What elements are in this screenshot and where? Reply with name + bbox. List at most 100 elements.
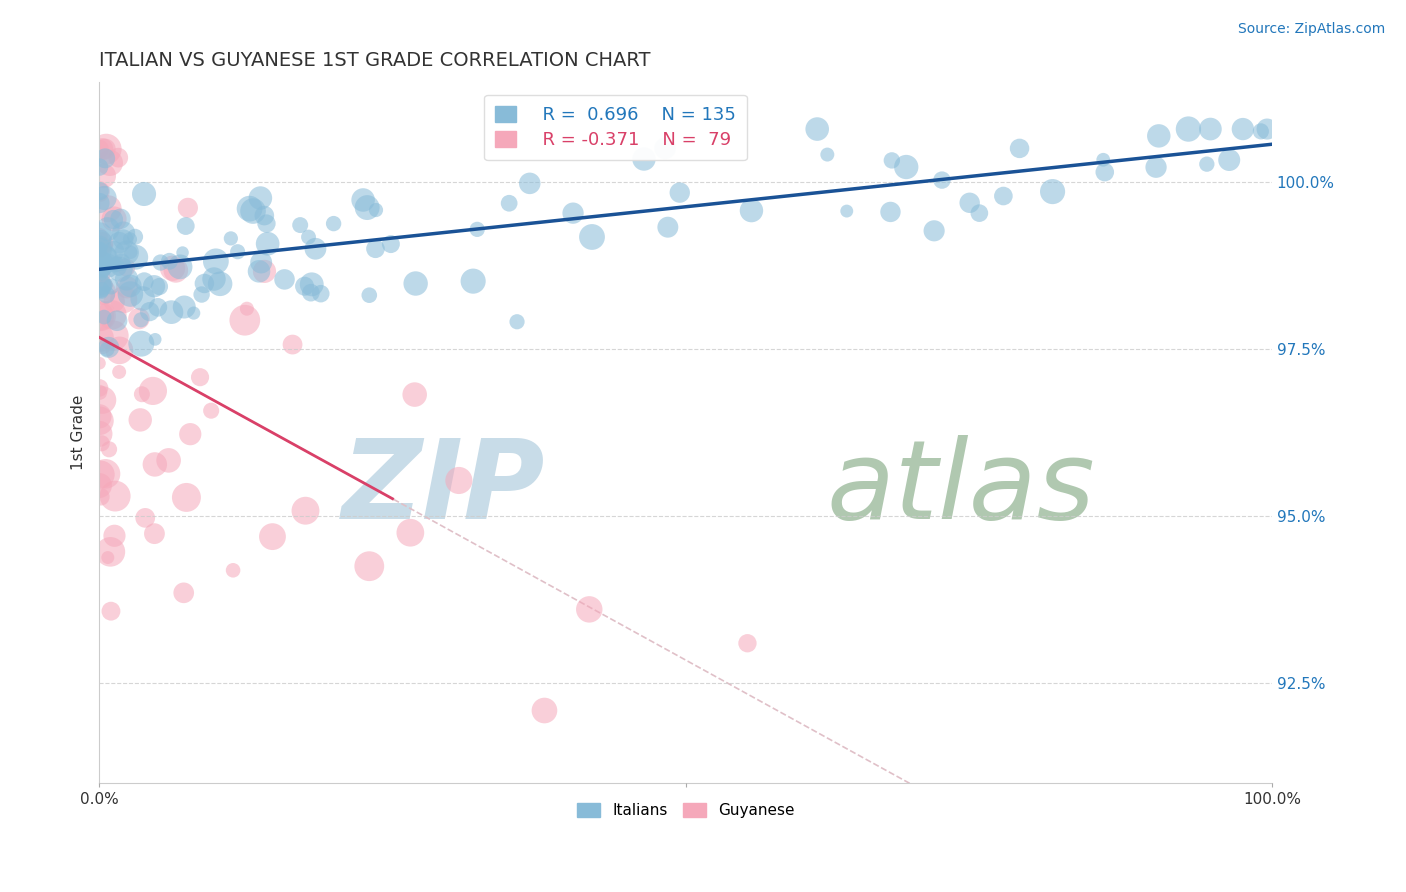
- Point: [120, 287, 142, 301]
- Point: [101, 308, 124, 322]
- Point: [90, 268, 112, 282]
- Point: [89, 279, 111, 293]
- Point: [97, 550, 120, 565]
- Point: [249, 191, 271, 205]
- Point: [143, 526, 166, 541]
- Point: [89, 243, 111, 257]
- Point: [91, 285, 114, 299]
- Point: [146, 301, 169, 315]
- Point: [172, 245, 194, 260]
- Point: [89, 142, 111, 156]
- Point: [105, 314, 128, 328]
- Point: [115, 272, 138, 286]
- Point: [90, 309, 112, 323]
- Point: [465, 222, 488, 236]
- Text: ITALIAN VS GUYANESE 1ST GRADE CORRELATION CHART: ITALIAN VS GUYANESE 1ST GRADE CORRELATIO…: [100, 51, 651, 70]
- Point: [506, 315, 529, 329]
- Point: [90, 490, 112, 504]
- Point: [959, 195, 981, 210]
- Point: [90, 283, 112, 297]
- Point: [96, 343, 118, 357]
- Point: [633, 152, 655, 166]
- Point: [89, 385, 111, 400]
- Point: [134, 511, 156, 525]
- Point: [108, 261, 131, 276]
- Point: [219, 231, 242, 245]
- Point: [89, 277, 111, 292]
- Point: [105, 257, 128, 271]
- Point: [94, 277, 117, 292]
- Point: [89, 260, 111, 275]
- Point: [96, 142, 118, 156]
- Point: [165, 263, 187, 277]
- Point: [359, 288, 381, 302]
- Point: [256, 217, 278, 231]
- Point: [835, 204, 858, 219]
- Point: [322, 217, 344, 231]
- Point: [93, 169, 115, 183]
- Point: [740, 203, 762, 218]
- Point: [301, 277, 323, 292]
- Point: [519, 177, 541, 191]
- Point: [247, 264, 270, 278]
- Point: [222, 563, 245, 577]
- Point: [352, 193, 374, 207]
- Point: [98, 442, 121, 457]
- Point: [1094, 165, 1116, 179]
- Point: [112, 293, 135, 307]
- Point: [89, 356, 111, 370]
- Point: [304, 242, 326, 256]
- Point: [89, 237, 111, 252]
- Point: [1250, 124, 1272, 138]
- Point: [112, 226, 135, 240]
- Point: [364, 202, 387, 217]
- Point: [657, 220, 679, 235]
- Point: [108, 235, 131, 250]
- Point: [896, 160, 918, 174]
- Point: [97, 202, 120, 216]
- Point: [129, 336, 152, 351]
- Point: [236, 301, 259, 316]
- Point: [273, 272, 295, 286]
- Point: [399, 525, 422, 540]
- Point: [157, 453, 180, 467]
- Point: [174, 219, 197, 233]
- Point: [356, 201, 378, 215]
- Point: [90, 257, 112, 271]
- Point: [125, 250, 148, 264]
- Point: [1092, 153, 1115, 167]
- Point: [91, 339, 114, 353]
- Point: [89, 227, 111, 242]
- Point: [90, 252, 112, 267]
- Point: [498, 196, 520, 211]
- Point: [93, 310, 115, 324]
- Text: atlas: atlas: [827, 435, 1095, 542]
- Point: [143, 332, 166, 346]
- Text: ZIP: ZIP: [342, 435, 546, 542]
- Point: [89, 409, 111, 424]
- Point: [253, 209, 276, 223]
- Point: [815, 147, 838, 161]
- Point: [162, 261, 184, 276]
- Point: [299, 285, 322, 300]
- Point: [103, 294, 125, 309]
- Point: [969, 206, 991, 220]
- Point: [89, 478, 111, 492]
- Point: [253, 264, 276, 278]
- Point: [879, 205, 901, 219]
- Point: [1199, 122, 1222, 136]
- Point: [98, 156, 121, 170]
- Point: [562, 206, 585, 220]
- Point: [463, 274, 485, 288]
- Point: [380, 237, 402, 252]
- Text: Source: ZipAtlas.com: Source: ZipAtlas.com: [1237, 22, 1385, 37]
- Y-axis label: 1st Grade: 1st Grade: [72, 395, 86, 470]
- Point: [134, 275, 156, 289]
- Point: [108, 343, 131, 358]
- Point: [124, 229, 146, 244]
- Point: [110, 211, 132, 226]
- Point: [179, 427, 201, 442]
- Point: [94, 142, 117, 156]
- Point: [668, 186, 690, 200]
- Point: [1218, 153, 1240, 167]
